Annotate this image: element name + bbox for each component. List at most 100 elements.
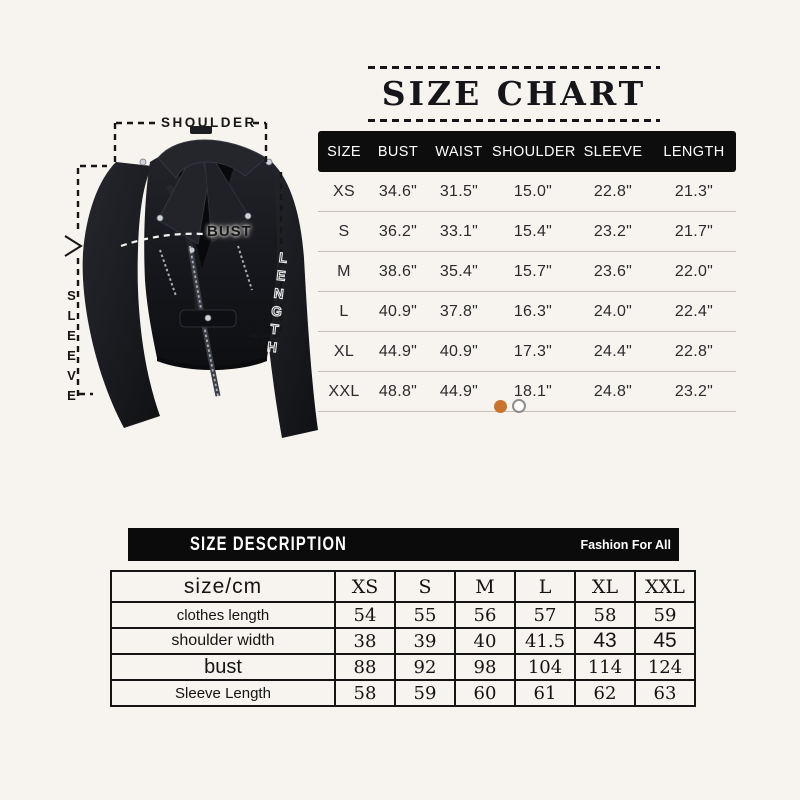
table-row-s: S 36.2" 33.1" 15.4" 23.2" 21.7" <box>318 212 736 252</box>
measure-cell: 63 <box>634 681 694 705</box>
carousel-dots <box>494 399 526 413</box>
shoulder-measure-label: SHOULDER <box>161 115 257 130</box>
measure-cell: 59 <box>634 603 694 627</box>
measure-cell: 44.9" <box>378 342 418 360</box>
measure-cell: 24.4" <box>593 342 633 360</box>
header-cell: LENGTH <box>663 143 725 160</box>
measure-cell: 92 <box>394 655 454 679</box>
measure-cell: 60 <box>454 681 514 705</box>
cm-table-row-clothes-length: clothes length 54 55 56 57 58 59 <box>112 601 694 627</box>
row-label: bust <box>204 655 242 678</box>
table-row-xxl: XXL 48.8" 44.9" 18.1" 24.8" 23.2" <box>318 372 736 412</box>
measure-cell: 22.8" <box>674 342 714 360</box>
row-label: clothes length <box>176 606 270 624</box>
measure-cell: 55 <box>394 603 454 627</box>
row-label: shoulder width <box>171 632 275 649</box>
measure-cell: 43 <box>574 629 634 653</box>
sleeve-measure-label: SLEEVE <box>64 288 79 408</box>
measure-cell: 39 <box>394 629 454 653</box>
measure-cell: 15.7" <box>513 262 553 280</box>
measure-cell: 31.5" <box>439 182 479 200</box>
measure-cell: 40.9" <box>439 342 479 360</box>
measure-cell: 22.8" <box>593 182 633 200</box>
header-cell: XS <box>334 572 394 601</box>
table-row-l: L 40.9" 37.8" 16.3" 24.0" 22.4" <box>318 292 736 332</box>
size-cell: M <box>337 262 351 280</box>
measure-cell: 40.9" <box>378 302 418 320</box>
measure-cell: 98 <box>454 655 514 679</box>
cm-table-header-row: size/cm XS S M L XL XXL <box>112 572 694 601</box>
measure-cell: 38.6" <box>378 262 418 280</box>
measure-cell: 40 <box>454 629 514 653</box>
cm-table-row-shoulder-width: shoulder width 38 39 40 41.5 43 45 <box>112 627 694 653</box>
size-cell: XXL <box>328 382 360 400</box>
measure-cell: 57 <box>514 603 574 627</box>
header-cell: S <box>394 572 454 601</box>
measure-cell: 16.3" <box>513 302 553 320</box>
table-row-xl: XL 44.9" 40.9" 17.3" 24.4" 22.8" <box>318 332 736 372</box>
cm-table-row-sleeve-length: Sleeve Length 58 59 60 61 62 63 <box>112 679 694 705</box>
measure-cell: 22.4" <box>674 302 714 320</box>
measure-cell: 38 <box>334 629 394 653</box>
size-cell: XS <box>333 182 355 200</box>
measure-cell: 15.0" <box>513 182 553 200</box>
header-cell: WAIST <box>435 143 483 160</box>
measure-cell: 59 <box>394 681 454 705</box>
measure-cell: 114 <box>574 655 634 679</box>
measure-cell: 44.9" <box>439 382 479 400</box>
measure-cell: 54 <box>334 603 394 627</box>
measure-cell: 36.2" <box>378 222 418 240</box>
jacket-illustration <box>82 126 318 438</box>
header-cell: XXL <box>634 572 694 601</box>
title-top-rule <box>368 66 660 69</box>
size-cell: XL <box>333 342 355 360</box>
size-table-cm: size/cm XS S M L XL XXL clothes length 5… <box>110 570 696 707</box>
header-cell: XL <box>574 572 634 601</box>
header-cell: BUST <box>377 143 419 160</box>
measure-cell: 58 <box>334 681 394 705</box>
brand-text: Fashion For All <box>580 537 671 552</box>
measure-cell: 37.8" <box>439 302 479 320</box>
jacket-pocket <box>179 309 237 328</box>
cm-table-row-bust: bust 88 92 98 104 114 124 <box>112 653 694 679</box>
table-row-m: M 38.6" 35.4" 15.7" 23.6" 22.0" <box>318 252 736 292</box>
measure-cell: 21.7" <box>674 222 714 240</box>
measure-cell: 23.2" <box>674 382 714 400</box>
size-description-bar: SIZE DESCRIPTION Fashion For All <box>128 528 679 561</box>
measure-cell: 18.1" <box>513 382 553 400</box>
jacket-collar-lapels <box>157 126 267 268</box>
jacket-left-sleeve <box>82 162 160 428</box>
measure-cell: 33.1" <box>439 222 479 240</box>
measure-cell: 58 <box>574 603 634 627</box>
measure-cell: 62 <box>574 681 634 705</box>
measure-cell: 45 <box>634 629 694 653</box>
measure-cell: 21.3" <box>674 182 714 200</box>
measure-cell: 41.5 <box>514 629 574 653</box>
measure-cell: 56 <box>454 603 514 627</box>
measure-cell: 88 <box>334 655 394 679</box>
measure-cell: 48.8" <box>378 382 418 400</box>
row-label: Sleeve Length <box>175 684 271 702</box>
measure-cell: 35.4" <box>439 262 479 280</box>
size-table-inches: SIZE BUST WAIST SHOULDER SLEEVE LENGTH X… <box>318 131 736 413</box>
size-table-header-row: SIZE BUST WAIST SHOULDER SLEEVE LENGTH <box>318 131 736 172</box>
size-chart-title-block: SIZE CHART <box>368 66 660 122</box>
measure-cell: 24.8" <box>593 382 633 400</box>
measure-cell: 24.0" <box>593 302 633 320</box>
measure-cell: 124 <box>634 655 694 679</box>
jacket-snap-buttons <box>139 158 273 222</box>
bust-measure-label: BUST <box>207 223 252 240</box>
header-cell: size/cm <box>183 574 263 598</box>
header-cell: M <box>454 572 514 601</box>
carousel-dot-inactive[interactable] <box>512 399 526 413</box>
size-cell: S <box>338 222 350 240</box>
page-title: SIZE CHART <box>381 74 647 113</box>
carousel-dot-active[interactable] <box>494 399 507 413</box>
measure-cell: 104 <box>514 655 574 679</box>
measure-cell: 34.6" <box>378 182 418 200</box>
header-cell: SHOULDER <box>492 143 576 160</box>
measure-cell: 17.3" <box>513 342 553 360</box>
title-bottom-rule <box>368 119 660 122</box>
header-cell: L <box>514 572 574 601</box>
